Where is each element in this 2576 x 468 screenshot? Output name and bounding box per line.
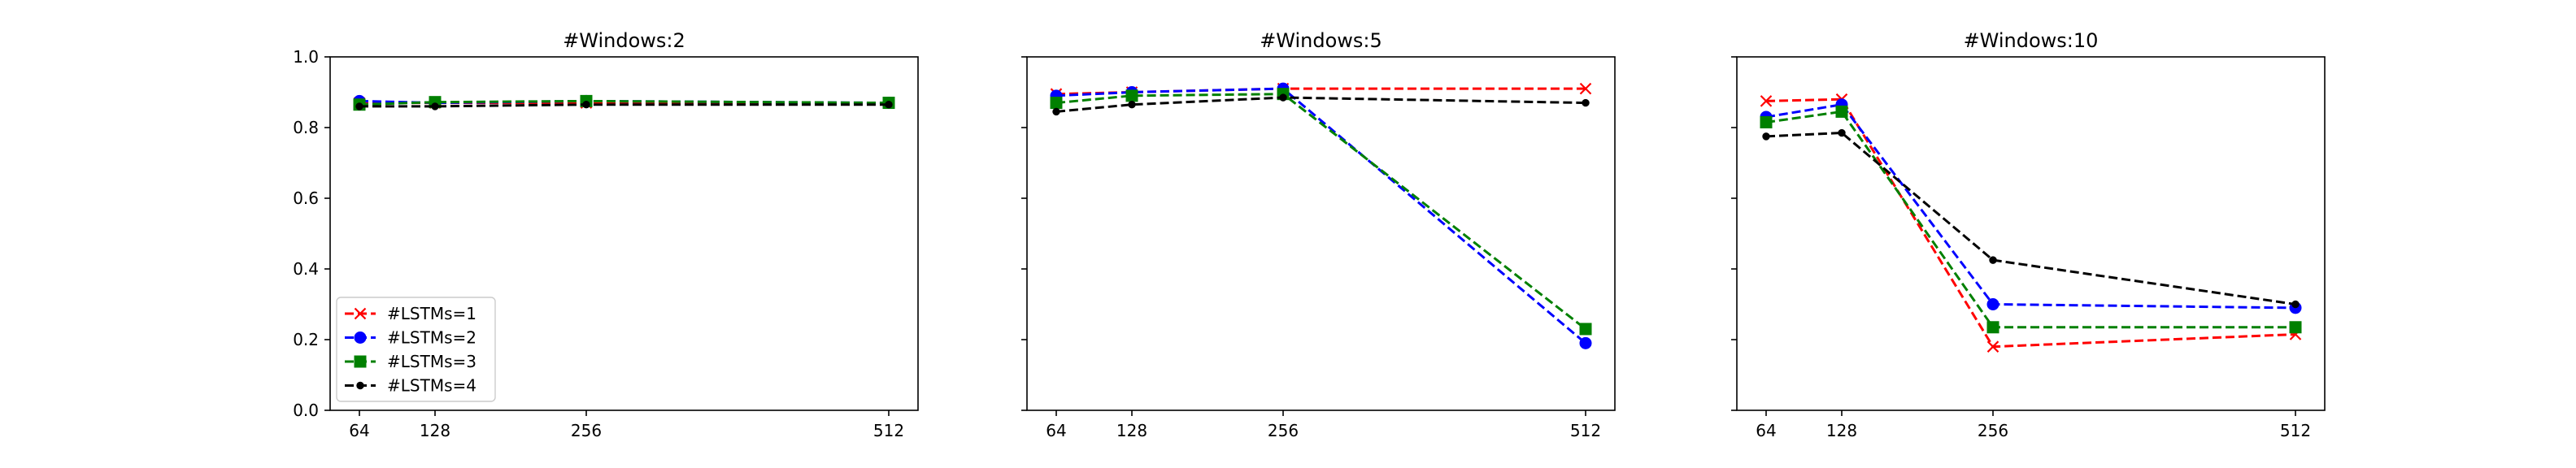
data-point-lstms-4 <box>1052 107 1060 116</box>
legend-marker-lstms-3 <box>354 355 367 368</box>
x-tick-label: 512 <box>1570 421 1601 440</box>
data-point-lstms-4 <box>1582 98 1590 107</box>
axes-frame <box>1026 56 1616 411</box>
series-line-lstms-3 <box>1055 93 1586 331</box>
data-point-lstms-3 <box>1986 321 1999 334</box>
data-point-lstms-4 <box>1838 128 1846 137</box>
series-line-lstms-3 <box>359 99 890 106</box>
y-tick-label: 0.6 <box>293 188 319 208</box>
x-tick-label: 64 <box>1046 421 1066 440</box>
legend-marker-lstms-4 <box>356 381 364 390</box>
data-point-lstms-3 <box>2289 321 2302 334</box>
legend-label-lstms-1: #LSTMs=1 <box>387 304 476 323</box>
x-tick-label: 256 <box>1978 421 2008 440</box>
series-line-lstms-4 <box>1055 96 1586 113</box>
x-tick-label: 128 <box>1826 421 1857 440</box>
axes-frame <box>1736 56 2326 411</box>
data-point-lstms-4 <box>1989 256 1997 264</box>
data-point-lstms-4 <box>1279 93 1287 102</box>
data-point-lstms-2 <box>1579 336 1592 349</box>
data-point-lstms-1 <box>1579 82 1592 95</box>
subplot-windows-5: #Windows:5 64 128 256 512 <box>1021 29 1616 440</box>
x-tick-label: 512 <box>2280 421 2311 440</box>
y-tick-label: 0.4 <box>293 259 319 279</box>
data-point-lstms-3 <box>1125 89 1138 102</box>
subplot-windows-2: #Windows:2 64 128 256 512 0.0 0.2 0.4 0.6 0.8 1.0 #… <box>293 29 919 440</box>
series-line-lstms-3 <box>1765 110 2295 329</box>
series-line-lstms-2 <box>1055 87 1586 344</box>
x-tick-label: 128 <box>1116 421 1147 440</box>
data-point-lstms-1 <box>1760 95 1773 107</box>
data-point-lstms-2 <box>1986 298 1999 310</box>
y-tick-label: 0.2 <box>293 330 319 349</box>
legend: #LSTMs=1 #LSTMs=2 #LSTMs=3 #LSTMs=4 <box>336 297 496 402</box>
y-tick-label: 0.8 <box>293 118 319 137</box>
subplot-title: #Windows:2 <box>563 29 685 52</box>
legend-label-lstms-4: #LSTMs=4 <box>387 376 476 396</box>
data-point-lstms-3 <box>1050 97 1063 110</box>
x-tick-label: 256 <box>571 421 602 440</box>
series-line-lstms-4 <box>1765 131 2296 306</box>
data-point-lstms-4 <box>885 101 893 109</box>
legend-label-lstms-3: #LSTMs=3 <box>387 352 476 371</box>
legend-marker-lstms-2 <box>354 332 367 344</box>
x-tick-label: 512 <box>873 421 904 440</box>
data-point-lstms-4 <box>1762 132 1770 141</box>
x-tick-label: 128 <box>420 421 450 440</box>
data-point-lstms-3 <box>1835 105 1848 118</box>
subplot-windows-10: #Windows:10 64 128 256 512 <box>1731 29 2326 440</box>
data-point-lstms-3 <box>1579 323 1592 336</box>
series-line-lstms-4 <box>359 103 889 108</box>
y-tick-label: 0.0 <box>293 401 319 420</box>
x-tick-label: 64 <box>349 421 369 440</box>
x-tick-label: 64 <box>1756 421 1776 440</box>
data-point-lstms-4 <box>2291 300 2300 309</box>
data-point-lstms-4 <box>431 102 439 110</box>
data-point-lstms-4 <box>582 101 590 109</box>
data-point-lstms-4 <box>1128 101 1136 109</box>
legend-label-lstms-2: #LSTMs=2 <box>387 328 476 348</box>
subplot-title: #Windows:10 <box>1964 29 2099 52</box>
series-line-lstms-2 <box>1765 103 2296 310</box>
data-point-lstms-1 <box>1986 340 1999 353</box>
subplot-title: #Windows:5 <box>1260 29 1382 52</box>
legend-marker-lstms-1 <box>354 307 367 320</box>
legend-box <box>336 297 496 402</box>
axes-frame <box>329 56 919 411</box>
data-point-lstms-4 <box>355 102 363 110</box>
data-point-lstms-3 <box>1760 115 1773 128</box>
x-tick-label: 256 <box>1268 421 1299 440</box>
y-tick-label: 1.0 <box>293 47 319 67</box>
